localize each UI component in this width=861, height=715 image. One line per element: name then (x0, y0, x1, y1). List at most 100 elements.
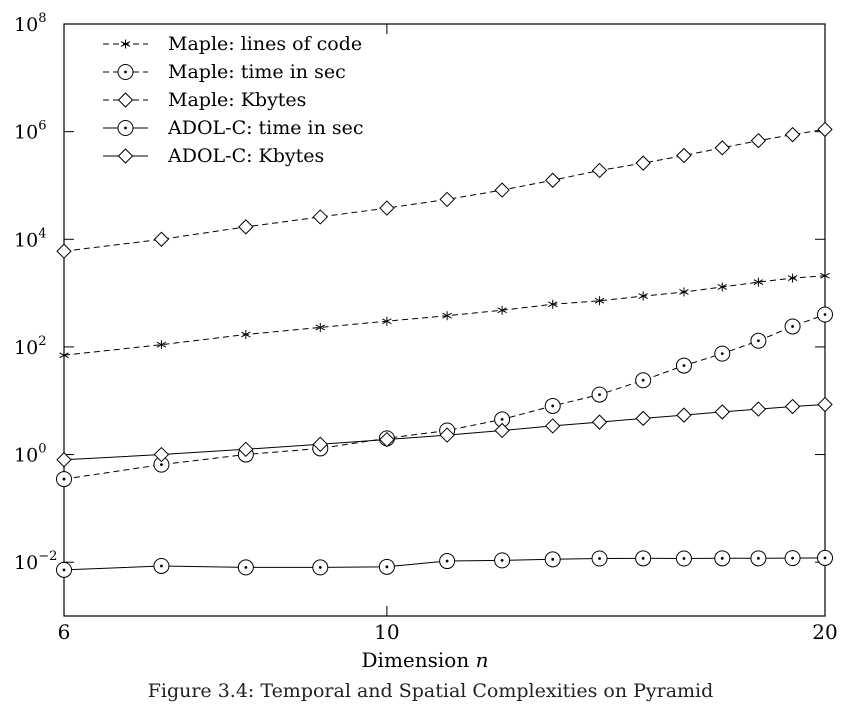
series-4-point (237, 559, 254, 576)
series-4-point (494, 552, 511, 569)
series-4-point (439, 553, 456, 570)
series-5-point (676, 407, 692, 423)
series-1-point (679, 287, 689, 297)
series-1-point (497, 305, 507, 315)
series-1-line (63, 275, 826, 356)
legend-entry: ADOL-C: Kbytes (103, 145, 324, 167)
series-5-point (56, 452, 72, 468)
y-tick-label: 104 (14, 226, 46, 251)
y-tick-label: 102 (14, 334, 46, 359)
series-1-point (638, 291, 648, 301)
x-axis-label-variable: n (476, 648, 489, 672)
series-3-point (591, 162, 608, 179)
legend-marker (117, 92, 134, 108)
legend-label: Maple: lines of code (168, 33, 362, 55)
series-4-point (675, 550, 692, 567)
series-5-point (312, 436, 328, 453)
x-axis-ticks: 6 10 20 (58, 24, 838, 644)
series-2-point (784, 318, 801, 335)
series-4-point (153, 557, 170, 574)
series-5-point (714, 404, 730, 420)
series-3-point (312, 209, 328, 225)
legend-label: ADOL-C: time in sec (167, 117, 364, 139)
series-1-point (594, 296, 605, 306)
series-5-point (784, 398, 801, 415)
legend-entry: Maple: time in sec (103, 61, 346, 83)
series-5-point (545, 418, 561, 434)
series-4-point (817, 549, 833, 566)
y-axis-ticks: 10−2 100 102 104 106 108 (14, 11, 825, 574)
series-1-point (753, 277, 764, 287)
x-tick-label: 10 (374, 620, 399, 644)
figure-caption: Figure 3.4: Temporal and Spatial Complex… (147, 680, 714, 702)
legend: Maple: lines of code Maple: time in sec Ma… (103, 33, 364, 167)
series-2-line (63, 314, 826, 480)
series-3-point (750, 132, 767, 149)
series-3-point (379, 200, 395, 216)
series-1-point (717, 282, 728, 292)
series-2-point (494, 411, 511, 428)
y-tick-label: 10−2 (14, 549, 57, 574)
x-axis-label-text: Dimension (362, 648, 476, 672)
series-2-point (635, 372, 652, 389)
series-4 (56, 549, 833, 578)
series-4-point (378, 558, 395, 575)
series-1-point (59, 350, 69, 360)
y-tick-label: 100 (14, 442, 46, 467)
series-5-point (153, 446, 170, 463)
series-2-point (153, 456, 170, 473)
series-3 (56, 121, 833, 259)
series-3-point (153, 231, 170, 247)
legend-label: Maple: time in sec (168, 61, 346, 83)
legend-entry: Maple: Kbytes (103, 89, 306, 111)
series-3-point (676, 147, 692, 164)
series-5-point (379, 431, 395, 448)
series-3-point (817, 121, 833, 138)
x-tick-label: 20 (812, 620, 837, 644)
legend-marker (120, 39, 131, 49)
series-3-point (439, 191, 455, 208)
series-2-point (591, 386, 608, 403)
legend-entry: ADOL-C: time in sec (103, 117, 364, 139)
series-2-point (675, 357, 692, 374)
series-5 (56, 396, 833, 468)
series-3-point (784, 126, 801, 143)
series-2-point (56, 471, 72, 488)
legend-marker (117, 148, 134, 164)
plot-frame (63, 23, 826, 617)
series-3-point (56, 243, 72, 259)
legend-marker (117, 64, 134, 80)
x-tick-label: 6 (58, 620, 71, 644)
series-5-point (238, 441, 254, 458)
series-1-point (787, 273, 798, 283)
series-3-point (238, 219, 254, 235)
series-1-point (156, 340, 167, 350)
series-2-point (714, 345, 731, 362)
series-5-point (817, 396, 833, 413)
series-1-point (442, 311, 452, 321)
series-1-point (241, 330, 251, 340)
series-1-point (315, 322, 326, 332)
series-4-point (56, 561, 72, 578)
series-1-point (547, 299, 558, 309)
series-1-point (820, 271, 830, 281)
series-4-point (714, 550, 731, 567)
series-3-point (494, 182, 510, 198)
series-4-point (635, 550, 652, 567)
series-4-point (544, 551, 561, 568)
y-tick-label: 108 (14, 11, 46, 36)
series-4-point (591, 550, 608, 567)
legend-label: Maple: Kbytes (168, 89, 306, 111)
series-5-point (750, 401, 767, 417)
series-1 (59, 271, 830, 360)
series-2-point (544, 397, 561, 414)
series-3-point (635, 155, 651, 171)
series-5-point (591, 414, 608, 430)
x-axis-label: Dimension n (362, 648, 489, 672)
series-3-point (545, 172, 561, 188)
series-2-point (750, 332, 767, 349)
series-4-point (750, 550, 767, 567)
series-layer (56, 121, 833, 578)
y-tick-label: 106 (14, 119, 46, 144)
